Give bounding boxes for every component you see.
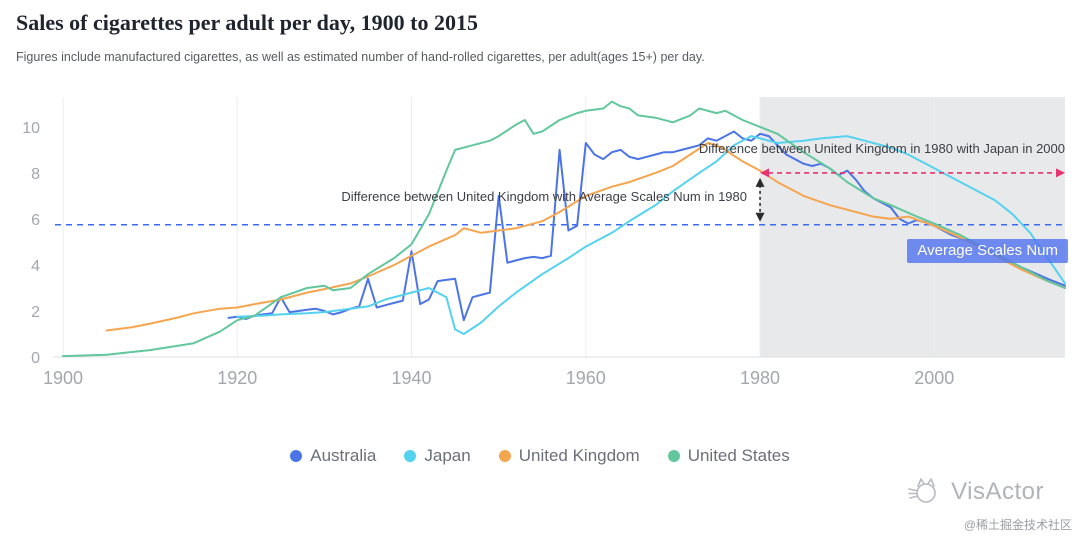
legend-dot-australia	[290, 450, 303, 462]
visactor-logo-text: VisActor	[951, 478, 1044, 505]
legend-item-united-states[interactable]: United States	[667, 446, 790, 466]
average-line-label: Average Scales Num	[907, 239, 1068, 263]
series-line-united-states[interactable]	[62, 100, 1066, 358]
legend-label: Japan	[424, 446, 471, 465]
arrowhead-left	[760, 168, 770, 178]
x-tick-label: 2000	[914, 368, 954, 388]
chart-legend: Australia Japan United Kingdom United St…	[0, 446, 1080, 466]
arrowhead-down	[755, 212, 765, 222]
y-tick-label: 8	[31, 166, 40, 183]
x-tick-label: 1960	[566, 368, 606, 388]
annotation-uk-average-1980: Difference between United Kingdom with A…	[341, 189, 747, 204]
annotation-uk1980-japan2000: Difference between United Kingdom in 198…	[698, 141, 1065, 156]
series-line-japan[interactable]	[236, 135, 1066, 335]
y-tick-label: 10	[22, 120, 40, 137]
y-tick-label: 0	[31, 350, 40, 367]
legend-dot-united-states	[667, 450, 680, 462]
legend-item-japan[interactable]: Japan	[404, 446, 471, 466]
legend-dot-united-kingdom	[498, 450, 511, 462]
chart-area: 1900 1920 1940 1960 1980 2000 0 2 4 6 8 10	[0, 88, 1080, 398]
y-tick-label: 6	[31, 212, 40, 229]
legend-item-united-kingdom[interactable]: United Kingdom	[498, 446, 640, 466]
highlight-band	[760, 97, 1065, 357]
legend-label: United Kingdom	[518, 446, 640, 465]
arrowhead-up	[755, 177, 765, 187]
arrowhead-right	[1056, 168, 1065, 178]
community-watermark: @稀土掘金技术社区	[963, 518, 1072, 532]
visactor-logo-icon	[908, 478, 936, 503]
legend-label: United States	[687, 446, 790, 465]
x-tick-label: 1940	[391, 368, 431, 388]
y-tick-label: 4	[31, 258, 40, 275]
visactor-branding: VisActor	[907, 476, 1044, 508]
legend-item-australia[interactable]: Australia	[290, 446, 376, 466]
page-subtitle: Figures include manufactured cigarettes,…	[16, 50, 705, 64]
legend-label: Australia	[310, 446, 377, 465]
page-title: Sales of cigarettes per adult per day, 1…	[16, 10, 478, 35]
x-tick-label: 1980	[740, 368, 780, 388]
x-tick-label: 1920	[217, 368, 257, 388]
legend-dot-japan	[404, 450, 417, 462]
y-tick-label: 2	[31, 304, 40, 321]
line-chart: 1900 1920 1940 1960 1980 2000 0 2 4 6 8 10	[22, 97, 1066, 388]
x-tick-label: 1900	[43, 368, 83, 388]
